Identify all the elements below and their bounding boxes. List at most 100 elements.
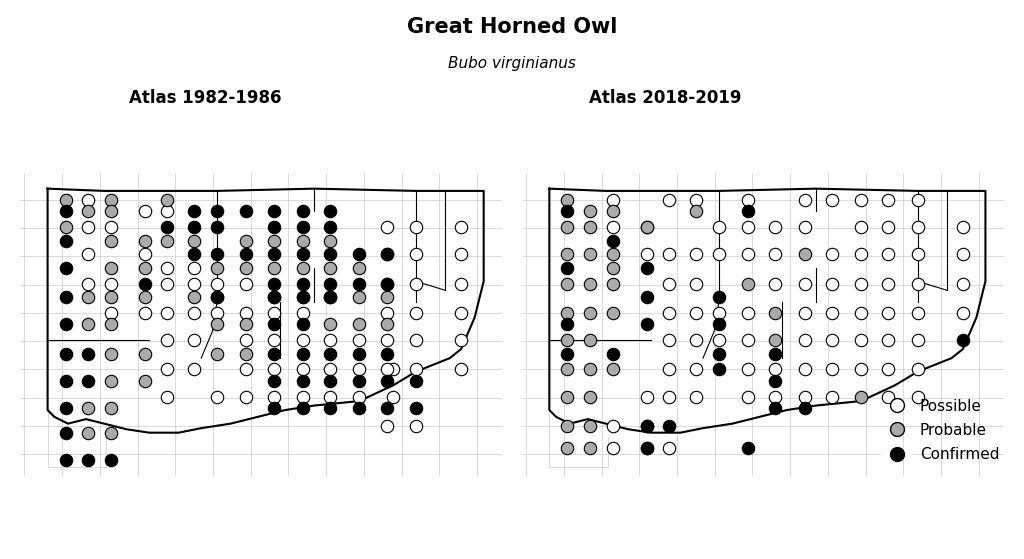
Point (209, 279, 225, 288)
Point (378, 250, 394, 259)
Text: Atlas 2018-2019: Atlas 2018-2019 (590, 89, 741, 107)
Point (582, 279, 598, 288)
Point (265, 222, 282, 231)
Point (80, 196, 96, 205)
Point (767, 365, 783, 374)
Point (660, 196, 677, 205)
Point (295, 250, 311, 259)
Point (740, 250, 757, 259)
Point (102, 428, 119, 437)
Point (604, 279, 621, 288)
Point (559, 392, 575, 401)
Point (80, 456, 96, 465)
Point (823, 309, 840, 318)
Point (954, 309, 971, 318)
Text: Bubo virginianus: Bubo virginianus (449, 56, 575, 71)
Point (159, 335, 175, 344)
Point (767, 404, 783, 413)
Point (638, 263, 654, 272)
Point (909, 196, 926, 205)
Point (909, 279, 926, 288)
Point (559, 279, 575, 288)
Point (604, 365, 621, 374)
Point (239, 279, 255, 288)
Point (954, 279, 971, 288)
Point (265, 392, 282, 401)
Point (582, 421, 598, 430)
Point (295, 292, 311, 301)
Point (559, 365, 575, 374)
Point (559, 207, 575, 216)
Point (638, 421, 654, 430)
Point (57, 349, 74, 358)
Point (159, 263, 175, 272)
Point (186, 335, 203, 344)
Point (136, 279, 153, 288)
Point (239, 320, 255, 329)
Point (767, 250, 783, 259)
Point (322, 335, 338, 344)
Point (660, 444, 677, 453)
Point (378, 404, 394, 413)
Point (209, 320, 225, 329)
Point (265, 365, 282, 374)
Point (186, 263, 203, 272)
Point (80, 222, 96, 231)
Point (453, 309, 469, 318)
Point (740, 279, 757, 288)
Point (102, 349, 119, 358)
Point (209, 263, 225, 272)
Point (711, 292, 727, 301)
Point (322, 292, 338, 301)
Point (57, 236, 74, 245)
Point (159, 196, 175, 205)
Point (80, 404, 96, 413)
Point (322, 250, 338, 259)
Point (604, 236, 621, 245)
Point (186, 279, 203, 288)
Point (136, 236, 153, 245)
Point (408, 376, 424, 385)
Point (265, 309, 282, 318)
Point (711, 349, 727, 358)
Point (604, 207, 621, 216)
Point (638, 222, 654, 231)
Point (102, 456, 119, 465)
Point (136, 349, 153, 358)
Point (80, 250, 96, 259)
Point (638, 392, 654, 401)
Point (604, 349, 621, 358)
Point (408, 335, 424, 344)
Point (295, 236, 311, 245)
Point (322, 279, 338, 288)
Point (823, 392, 840, 401)
Point (295, 404, 311, 413)
Point (322, 207, 338, 216)
Point (80, 428, 96, 437)
Point (385, 392, 401, 401)
Point (209, 392, 225, 401)
Point (954, 335, 971, 344)
Point (660, 309, 677, 318)
Point (351, 376, 368, 385)
Point (351, 404, 368, 413)
Point (295, 263, 311, 272)
Point (378, 365, 394, 374)
Point (740, 392, 757, 401)
Point (57, 376, 74, 385)
Point (853, 196, 869, 205)
Point (322, 376, 338, 385)
Point (136, 376, 153, 385)
Point (136, 263, 153, 272)
Point (102, 320, 119, 329)
Point (767, 392, 783, 401)
Point (378, 292, 394, 301)
Point (909, 392, 926, 401)
Point (638, 320, 654, 329)
Point (559, 335, 575, 344)
Point (239, 365, 255, 374)
Point (853, 309, 869, 318)
Point (408, 404, 424, 413)
Point (408, 279, 424, 288)
Point (559, 320, 575, 329)
